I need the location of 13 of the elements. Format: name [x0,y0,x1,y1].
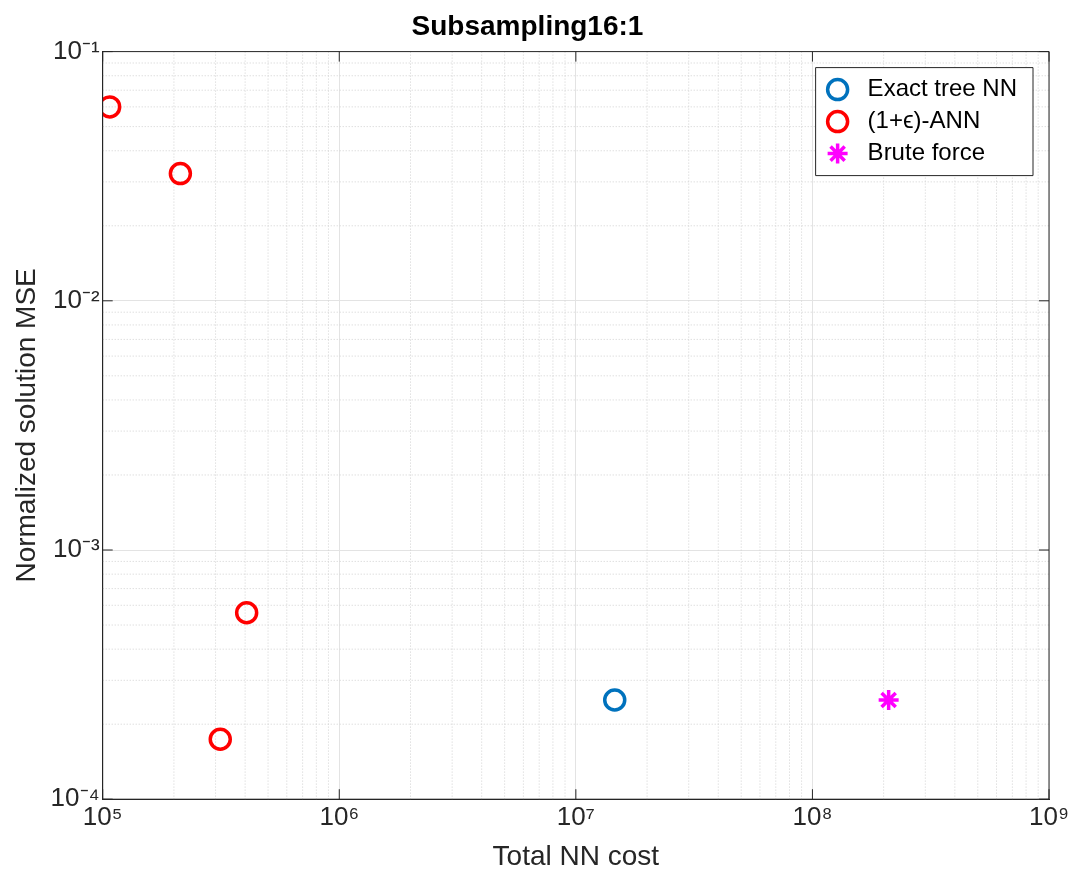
legend-label: (1+ϵ)-ANN [867,106,981,134]
legend-label: Exact tree NN [867,74,1018,102]
x-tick-label: 10⁹ [1028,800,1070,831]
x-tick-label: 10⁷ [556,800,596,831]
y-tick-label: 10⁻² [53,283,101,314]
x-tick-label: 10⁸ [792,800,833,831]
y-tick-label: 10⁻³ [53,533,101,564]
x-axis-title: Total NN cost [492,839,660,871]
y-axis-title: Normalized solution MSE [9,268,41,583]
legend-label: Brute force [867,138,986,166]
x-tick-label: 10⁶ [319,800,360,831]
chart-title: Subsampling16:1 [411,9,644,41]
y-tick-label: 10⁻¹ [53,34,101,65]
